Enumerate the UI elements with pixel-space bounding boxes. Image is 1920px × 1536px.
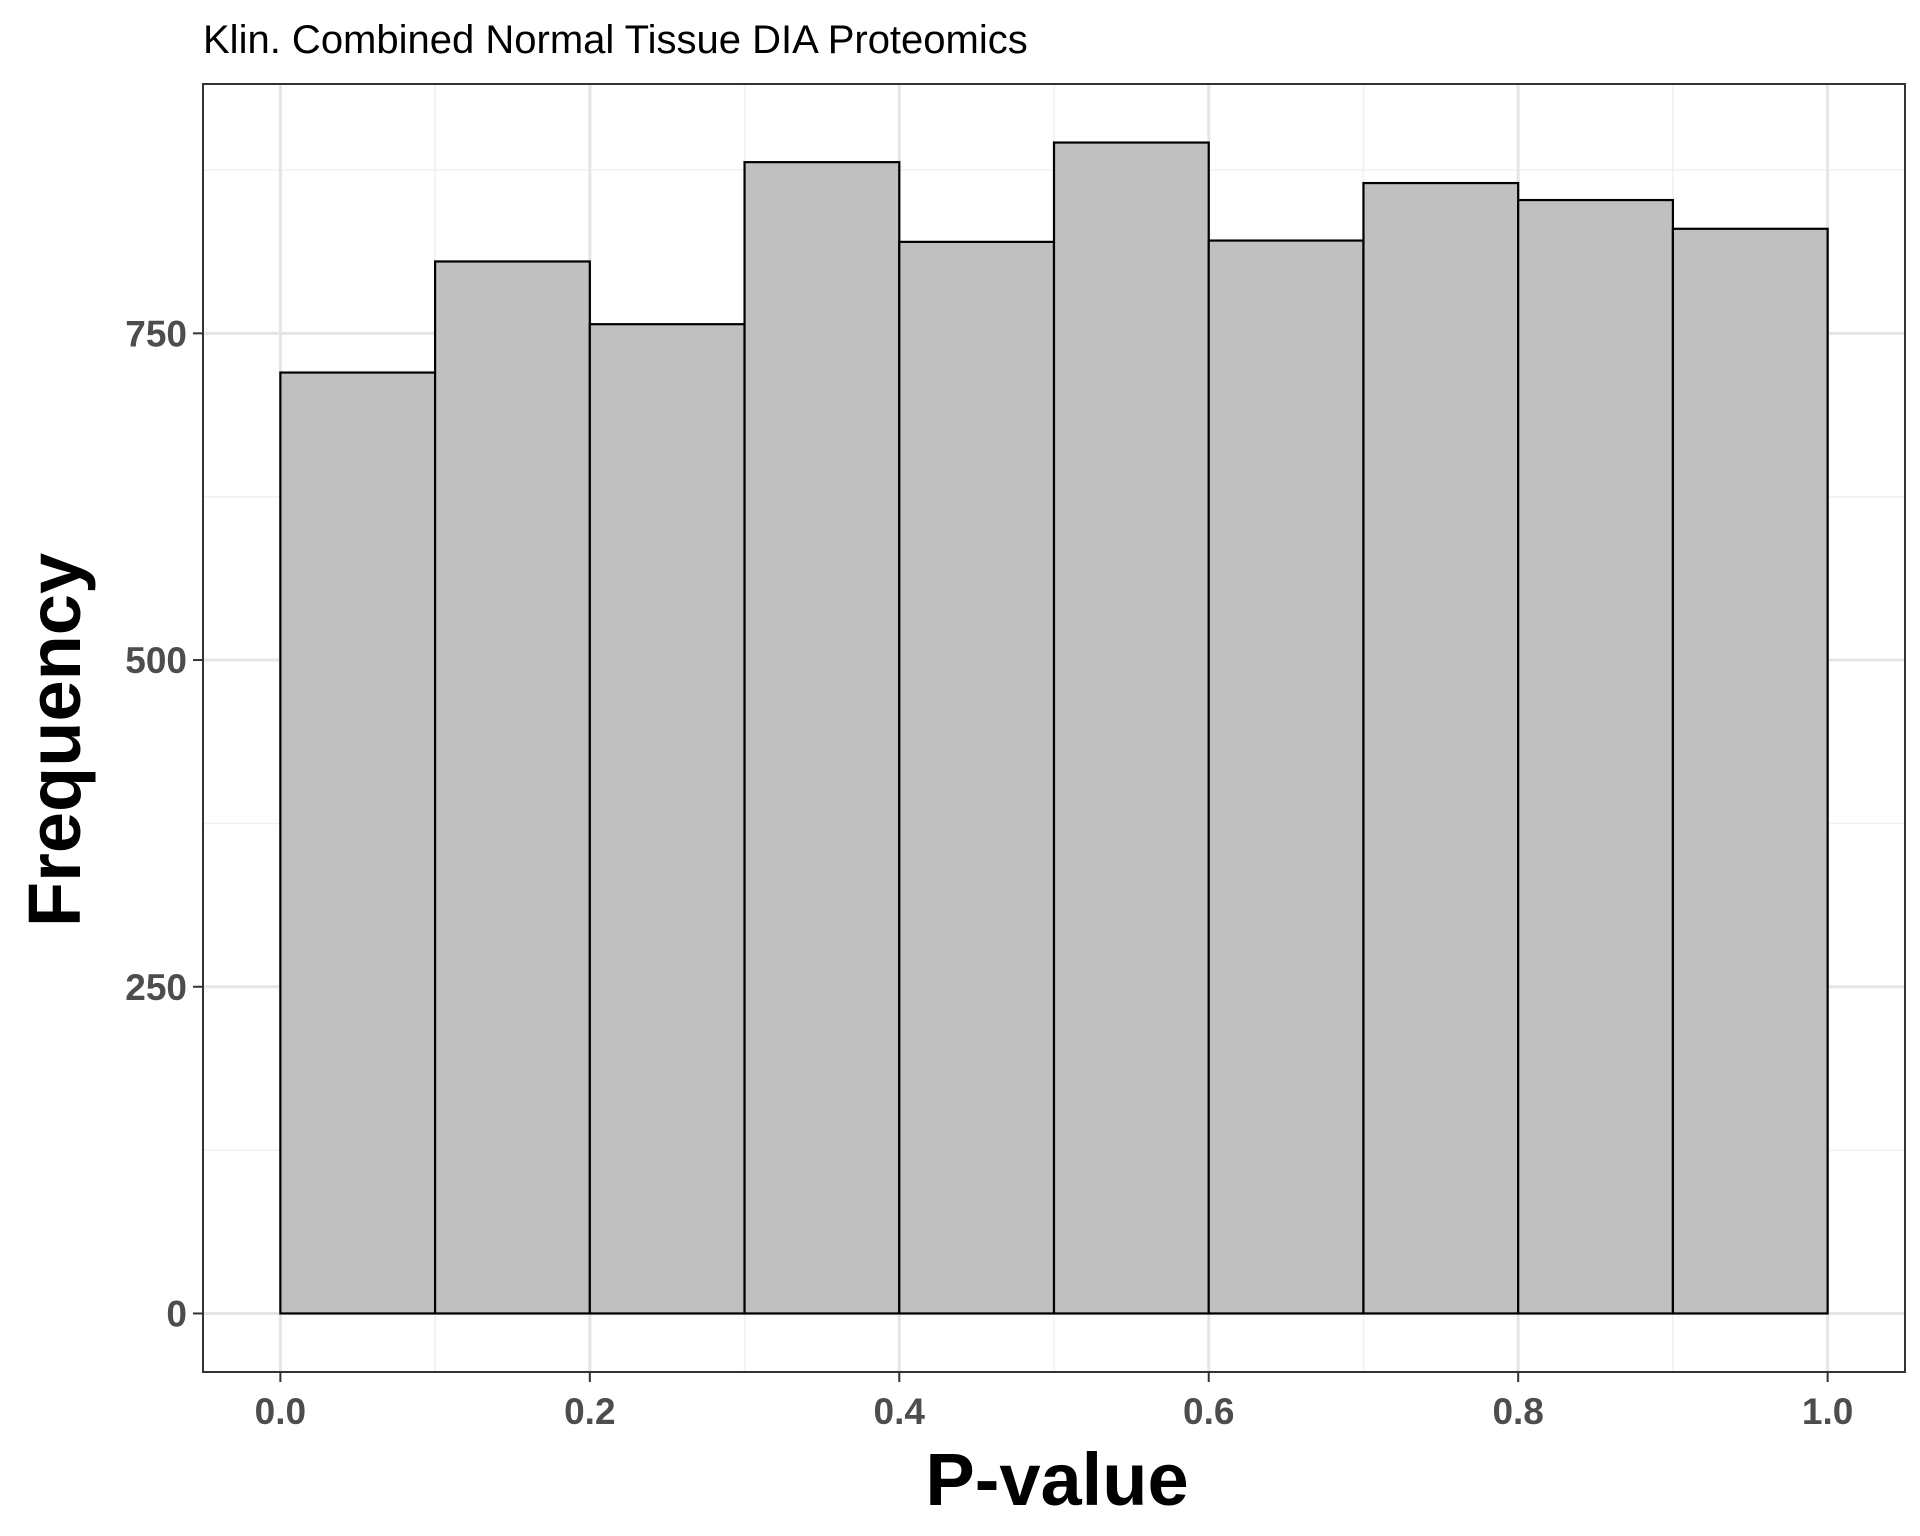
x-tick-label: 0.0 [255, 1391, 306, 1432]
histogram-bar [898, 240, 1056, 1315]
histogram-bars [279, 141, 1829, 1315]
histogram-bar [1052, 141, 1210, 1315]
histogram-bar [1207, 239, 1365, 1315]
histogram-bar [588, 323, 746, 1315]
histogram-bar [279, 371, 437, 1315]
histogram-bar [743, 161, 901, 1315]
histogram-bar [1671, 227, 1829, 1315]
y-tick-label: 750 [125, 313, 187, 354]
histogram-bar [1362, 181, 1520, 1315]
x-tick-label: 1.0 [1802, 1391, 1853, 1432]
x-tick-label: 0.6 [1183, 1391, 1234, 1432]
x-tick-label: 0.4 [874, 1391, 926, 1432]
y-axis-ticks: 0 250 500 750 [125, 313, 203, 1334]
y-tick-label: 250 [125, 967, 187, 1008]
panel-border [202, 83, 1906, 1373]
x-tick-label: 0.2 [564, 1391, 615, 1432]
histogram-bar [433, 260, 591, 1315]
y-axis-title: Frequency [13, 553, 96, 927]
y-tick-label: 0 [166, 1293, 187, 1334]
chart-title: Klin. Combined Normal Tissue DIA Proteom… [203, 18, 1028, 62]
y-tick-label: 500 [125, 640, 187, 681]
histogram-bar [1517, 198, 1675, 1315]
x-axis-title: P-value [925, 1438, 1188, 1521]
x-axis-ticks: 0.0 0.2 0.4 0.6 0.8 1.0 [255, 1372, 1853, 1432]
x-tick-label: 0.8 [1492, 1391, 1543, 1432]
